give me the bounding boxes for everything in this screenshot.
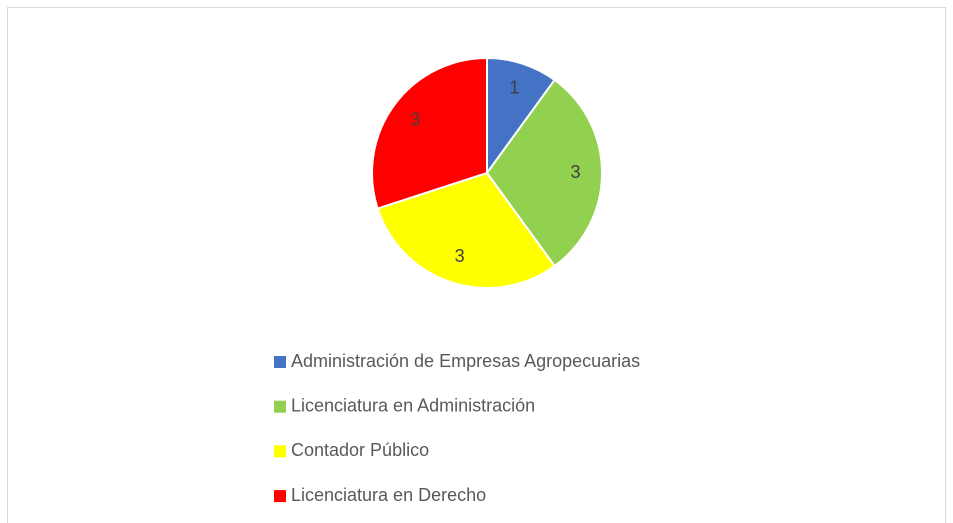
- legend-label: Licenciatura en Administración: [291, 395, 535, 415]
- data-label: 3: [410, 110, 420, 130]
- legend-label: Administración de Empresas Agropecuarias: [291, 351, 640, 371]
- legend-swatch: [274, 356, 286, 368]
- data-label: 3: [455, 246, 465, 266]
- legend-label: Contador Público: [291, 440, 429, 460]
- data-label: 1: [509, 78, 519, 98]
- legend-swatch: [274, 445, 286, 458]
- legend-label: Licenciatura en Derecho: [291, 485, 486, 505]
- legend-swatch: [274, 400, 286, 413]
- pie-slice: [371, 56, 488, 210]
- pie-slice: [485, 78, 603, 268]
- pie-slice: [376, 171, 556, 289]
- pie-slice: [486, 56, 556, 177]
- legend-swatch: [274, 490, 286, 503]
- data-label: 3: [571, 162, 581, 182]
